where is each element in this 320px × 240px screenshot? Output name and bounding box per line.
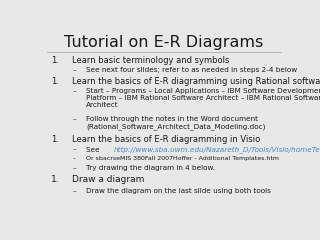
Text: 1.: 1.	[51, 77, 59, 86]
Text: –: –	[72, 165, 76, 171]
Text: Or sbacrseMIS 380Fall 2007Hoffer - Additional Templates.htm: Or sbacrseMIS 380Fall 2007Hoffer - Addit…	[86, 156, 279, 162]
Text: –: –	[72, 116, 76, 122]
Text: –: –	[72, 67, 76, 73]
Text: Try drawing the diagram in 4 below.: Try drawing the diagram in 4 below.	[86, 165, 215, 171]
Text: Follow through the notes in the Word document
(Rational_Software_Architect_Data_: Follow through the notes in the Word doc…	[86, 116, 265, 130]
Text: http://www.sba.uwm.edu/Nazareth_D/Tools/Visio/homeTemplate.html: http://www.sba.uwm.edu/Nazareth_D/Tools/…	[114, 146, 320, 153]
Text: –: –	[72, 188, 76, 194]
Text: 1.: 1.	[51, 56, 59, 65]
Text: 1.: 1.	[51, 175, 60, 184]
Text: Learn basic terminology and symbols: Learn basic terminology and symbols	[72, 56, 230, 65]
Text: 1.: 1.	[51, 135, 59, 144]
Text: Draw the diagram on the last slide using both tools: Draw the diagram on the last slide using…	[86, 188, 271, 194]
Text: Start – Programs – Local Applications – IBM Software Development
Platform – IBM : Start – Programs – Local Applications – …	[86, 89, 320, 108]
Text: See: See	[86, 146, 102, 152]
Text: Learn the basics of E-R diagramming in Visio: Learn the basics of E-R diagramming in V…	[72, 135, 260, 144]
Text: –: –	[72, 89, 76, 95]
Text: Draw a diagram: Draw a diagram	[72, 175, 145, 184]
Text: See next four slides; refer to as needed in steps 2-4 below: See next four slides; refer to as needed…	[86, 67, 297, 73]
Text: Tutorial on E-R Diagrams: Tutorial on E-R Diagrams	[64, 35, 264, 50]
Text: –: –	[72, 156, 76, 162]
Text: –: –	[72, 146, 76, 152]
Text: Learn the basics of E-R diagramming using Rational software: Learn the basics of E-R diagramming usin…	[72, 77, 320, 86]
